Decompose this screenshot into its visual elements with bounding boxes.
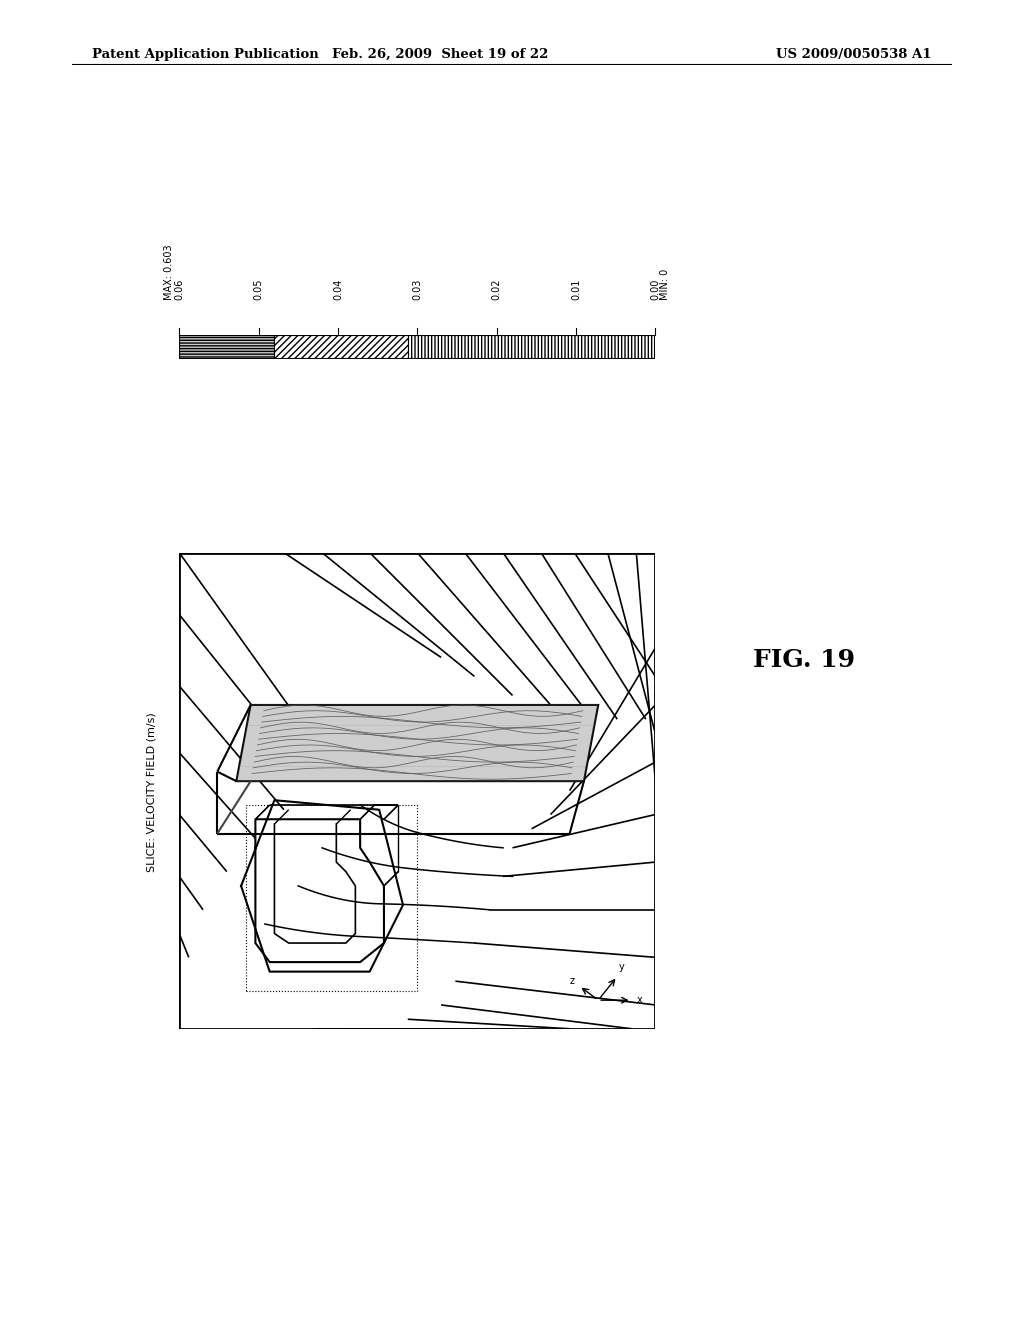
Text: FIG. 19: FIG. 19 (753, 648, 855, 672)
Text: 0.04: 0.04 (333, 279, 343, 300)
Bar (274, 335, 408, 359)
Text: 0.01: 0.01 (571, 279, 581, 300)
Text: Patent Application Publication: Patent Application Publication (92, 48, 318, 61)
Bar (179, 335, 274, 359)
Text: 0.03: 0.03 (413, 279, 422, 300)
Text: 0.02: 0.02 (492, 279, 502, 300)
Text: z: z (569, 977, 574, 986)
Text: 0.00: 0.00 (650, 279, 660, 300)
Text: SLICE: VELOCITY FIELD (m/s): SLICE: VELOCITY FIELD (m/s) (146, 711, 157, 873)
Text: y: y (620, 962, 625, 972)
Text: x: x (636, 995, 642, 1006)
Text: 0.05: 0.05 (254, 279, 263, 300)
Text: 0.06: 0.06 (174, 279, 184, 300)
Polygon shape (237, 705, 598, 781)
Bar (408, 335, 655, 359)
Text: US 2009/0050538 A1: US 2009/0050538 A1 (776, 48, 932, 61)
Text: MAX: 0.603: MAX: 0.603 (165, 244, 174, 300)
Text: Feb. 26, 2009  Sheet 19 of 22: Feb. 26, 2009 Sheet 19 of 22 (332, 48, 549, 61)
Text: MIN: 0: MIN: 0 (660, 268, 670, 300)
